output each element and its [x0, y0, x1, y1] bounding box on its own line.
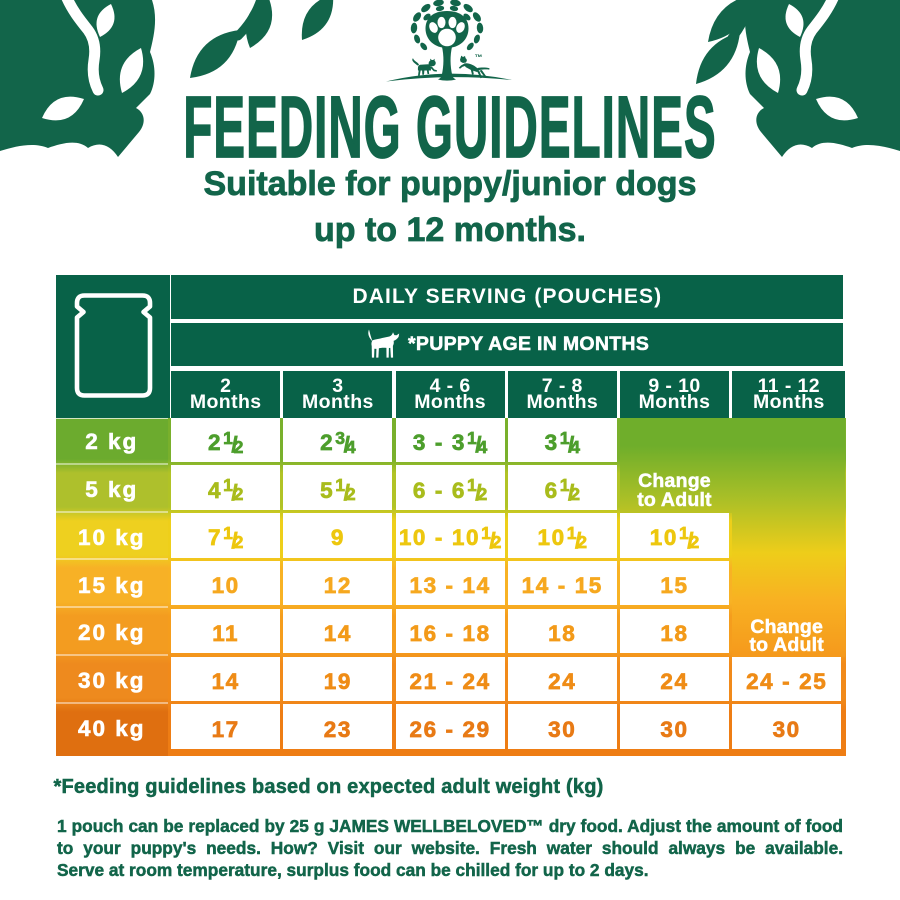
svg-text:™: ™: [475, 53, 483, 62]
